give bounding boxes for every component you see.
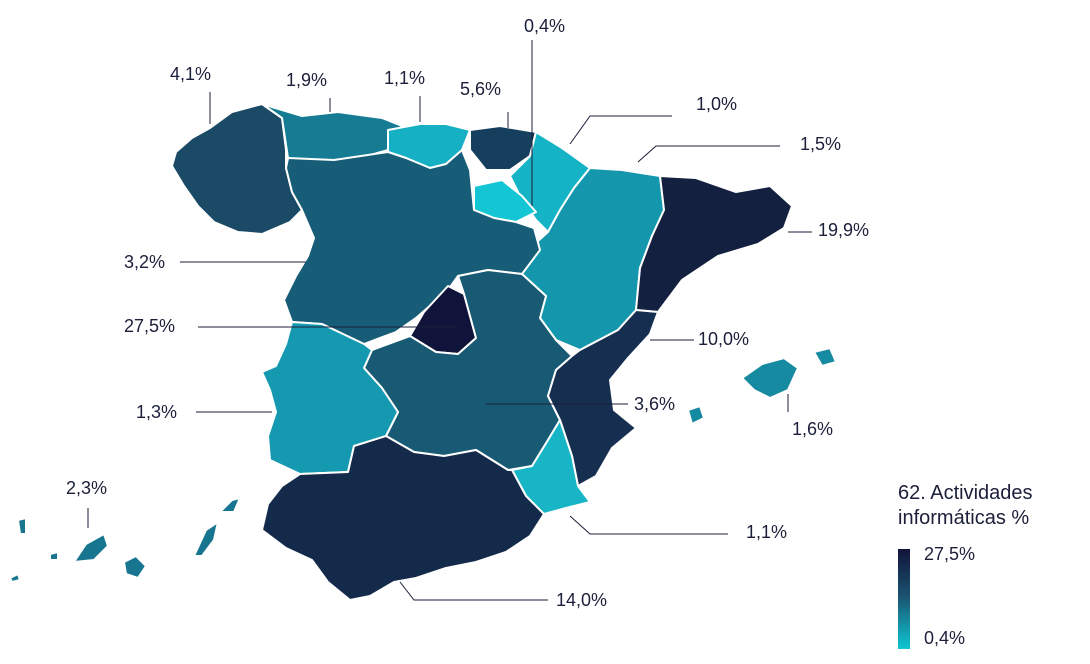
leader-murcia	[569, 515, 728, 535]
region-comunidad-valenciana[interactable]	[547, 309, 659, 487]
region-canarias-gran-canaria[interactable]	[123, 555, 147, 579]
label-galicia: 4,1%	[170, 64, 211, 84]
value-labels: 4,1% 1,9% 1,1% 5,6% 0,4% 1,0% 1,5% 19,9%…	[66, 16, 869, 610]
label-castilla-la-mancha: 3,6%	[634, 394, 675, 414]
label-baleares: 1,6%	[792, 419, 833, 439]
region-canarias-fuerteventura[interactable]	[193, 521, 219, 557]
region-pais-vasco[interactable]	[469, 125, 537, 171]
region-baleares-menorca[interactable]	[813, 347, 837, 367]
label-cantabria: 1,1%	[384, 68, 425, 88]
label-extremadura: 1,3%	[136, 402, 177, 422]
label-castilla-y-leon: 3,2%	[124, 252, 165, 272]
leader-navarra	[569, 115, 672, 145]
region-murcia[interactable]	[511, 419, 591, 515]
leader-lines	[87, 40, 812, 601]
label-cataluna: 19,9%	[818, 220, 869, 240]
leader-andalucia	[399, 581, 548, 601]
label-navarra: 1,0%	[696, 94, 737, 114]
region-baleares-ibiza[interactable]	[687, 405, 705, 425]
region-cataluna[interactable]	[635, 175, 793, 313]
label-andalucia: 14,0%	[556, 590, 607, 610]
region-canarias-el-hierro[interactable]	[9, 573, 21, 583]
label-murcia: 1,1%	[746, 522, 787, 542]
label-la-rioja: 0,4%	[524, 16, 565, 36]
region-canarias-la-gomera[interactable]	[49, 551, 59, 561]
region-canarias-lanzarote[interactable]	[219, 497, 241, 513]
label-asturias: 1,9%	[286, 70, 327, 90]
region-canarias-la-palma[interactable]	[17, 517, 27, 535]
leader-aragon	[637, 145, 780, 163]
legend-title-line1: 62. Actividades	[898, 482, 1033, 504]
legend-max-label: 27,5%	[924, 544, 976, 564]
legend-title: 62. Actividades informáticas %	[898, 481, 1088, 531]
region-canarias-tenerife[interactable]	[73, 533, 109, 563]
region-andalucia[interactable]	[261, 435, 545, 601]
legend-title-line2: informáticas %	[898, 507, 1030, 529]
label-aragon: 1,5%	[800, 134, 841, 154]
label-comunidad-valenciana: 10,0%	[698, 329, 749, 349]
legend-min-label: 0,4%	[924, 628, 966, 648]
label-canarias: 2,3%	[66, 478, 107, 498]
label-pais-vasco: 5,6%	[460, 79, 501, 99]
region-baleares-mallorca[interactable]	[741, 357, 799, 399]
legend-color-bar	[898, 549, 910, 649]
label-madrid: 27,5%	[124, 316, 175, 336]
